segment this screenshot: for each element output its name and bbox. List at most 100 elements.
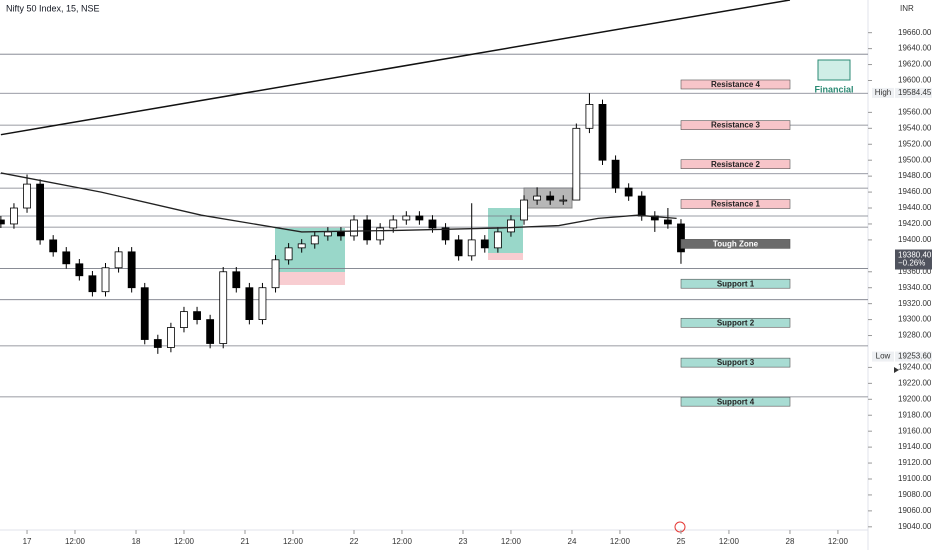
- y-tick-label: 19460.00: [898, 187, 932, 196]
- x-tick-label: 12:00: [501, 537, 522, 546]
- chart-title: Nifty 50 Index, 15, NSE: [6, 3, 100, 13]
- y-tick-label: 19200.00: [898, 394, 932, 403]
- y-tick-label: 19520.00: [898, 139, 932, 148]
- candle-body: [572, 127, 581, 201]
- y-tick-label: 19160.00: [898, 426, 932, 435]
- candle-body: [363, 219, 371, 241]
- y-tick-label: 19280.00: [898, 331, 932, 340]
- x-tick-label: 17: [23, 537, 32, 546]
- y-tick-label: 19300.00: [898, 315, 932, 324]
- candle-body: [663, 219, 672, 225]
- y-tick-label: 19340.00: [898, 283, 932, 292]
- logo-text: Financial: [814, 84, 853, 94]
- candle-body: [677, 223, 685, 253]
- candle-body: [10, 207, 18, 225]
- candle-body: [180, 311, 188, 328]
- candle-body: [389, 219, 398, 229]
- level-label: Resistance 3: [711, 121, 760, 130]
- level-label: Support 4: [717, 397, 755, 406]
- high-badge-value: 19584.45: [898, 88, 932, 97]
- level-box: [680, 396, 791, 407]
- candle-body: [245, 287, 254, 320]
- candle-body: [624, 187, 633, 197]
- candle-body: [350, 219, 358, 237]
- moving-average: [0, 172, 677, 233]
- logo-icon: [817, 59, 851, 81]
- scroll-arrow: [894, 367, 899, 373]
- level-label: Support 2: [717, 318, 755, 327]
- x-tick-label: 12:00: [392, 537, 413, 546]
- x-tick-label: 23: [459, 537, 468, 546]
- long-position-loss: [488, 253, 523, 260]
- candle-body: [337, 231, 345, 237]
- candle-body: [520, 199, 528, 221]
- candle-body: [271, 259, 280, 289]
- level-box: [680, 278, 791, 289]
- candle-body: [0, 219, 5, 225]
- candle-body: [415, 215, 424, 221]
- candle-body: [88, 275, 97, 293]
- y-tick-label: 19140.00: [898, 442, 932, 451]
- last-price-change: −0.26%: [898, 259, 925, 268]
- level-label: Resistance 2: [711, 160, 760, 169]
- candle-body: [153, 339, 162, 348]
- candle-body: [428, 219, 437, 229]
- candle-body: [533, 195, 542, 201]
- last-price-value: 19380.40: [898, 251, 932, 260]
- candle-body: [507, 219, 515, 233]
- candle-body: [402, 215, 411, 221]
- y-tick-label: 19040.00: [898, 522, 932, 531]
- y-tick-label: 19080.00: [898, 490, 932, 499]
- high-badge-box: [895, 87, 932, 98]
- candle-body: [23, 183, 31, 209]
- low-badge-tag: [872, 351, 894, 362]
- y-tick-label: 19060.00: [898, 506, 932, 515]
- candle-body: [114, 251, 123, 269]
- long-position-loss: [275, 272, 345, 285]
- high-badge-label: High: [875, 88, 891, 97]
- candle-body: [559, 199, 568, 202]
- level-box: [680, 239, 791, 249]
- candle-body: [49, 239, 58, 253]
- x-tick-label: 12:00: [610, 537, 631, 546]
- candle-body: [441, 227, 450, 241]
- candle-body: [258, 287, 267, 320]
- y-tick-label: 19600.00: [898, 76, 932, 85]
- candle-body: [297, 243, 306, 249]
- level-box: [680, 357, 791, 368]
- y-tick-label: 19560.00: [898, 107, 932, 116]
- y-tick-label: 19440.00: [898, 203, 932, 212]
- candle-body: [493, 231, 502, 249]
- long-position-profit: [488, 208, 523, 253]
- candle-body: [140, 287, 149, 340]
- candle-body: [598, 104, 607, 161]
- x-tick-label: 12:00: [283, 537, 304, 546]
- y-tick-label: 19540.00: [898, 123, 932, 132]
- candle-body: [467, 239, 476, 257]
- candle-body: [101, 267, 110, 293]
- level-label: Resistance 1: [711, 200, 760, 209]
- y-tick-label: 19620.00: [898, 60, 932, 69]
- y-tick-label: 19660.00: [898, 28, 932, 37]
- candle-body: [219, 271, 228, 344]
- low-badge-box: [895, 351, 932, 362]
- x-tick-label: 12:00: [174, 537, 195, 546]
- y-tick-label: 19100.00: [898, 474, 932, 483]
- candle-body: [585, 104, 594, 129]
- x-tick-label: 12:00: [828, 537, 849, 546]
- level-box: [680, 199, 791, 209]
- high-badge-tag: [872, 87, 894, 98]
- candle-body: [323, 231, 332, 237]
- level-label: Resistance 4: [711, 80, 760, 89]
- x-tick-label: 28: [786, 537, 795, 546]
- candle-body: [480, 239, 489, 249]
- candle-body: [62, 251, 71, 265]
- level-box: [680, 159, 791, 169]
- y-tick-label: 19320.00: [898, 299, 932, 308]
- y-tick-label: 19400.00: [898, 235, 932, 244]
- x-tick-label: 18: [132, 537, 141, 546]
- candle-body: [75, 263, 84, 277]
- x-tick-label: 12:00: [719, 537, 740, 546]
- x-tick-label: 22: [350, 537, 359, 546]
